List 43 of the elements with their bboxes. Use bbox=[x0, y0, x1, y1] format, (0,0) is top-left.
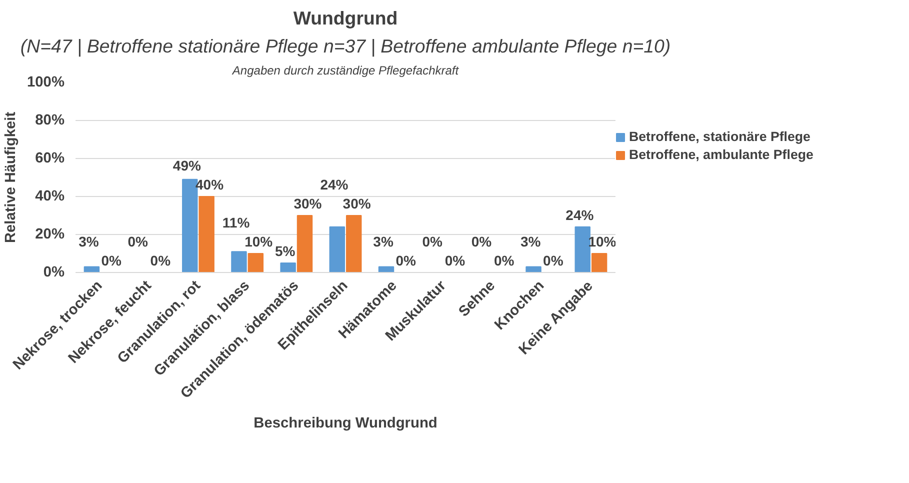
data-label: 10% bbox=[244, 234, 274, 250]
data-label: 0% bbox=[494, 252, 515, 269]
y-tick-label: 0% bbox=[43, 264, 65, 280]
bar bbox=[329, 226, 346, 272]
bar bbox=[574, 226, 590, 272]
y-tick-label: 100% bbox=[27, 74, 65, 90]
data-label: 30% bbox=[294, 196, 322, 212]
legend-label: Betroffene, stationäre Pflege bbox=[629, 129, 810, 144]
y-tick-label: 60% bbox=[35, 150, 65, 166]
x-axis-title: Beschreibung Wundgrund bbox=[254, 416, 438, 432]
bar bbox=[296, 215, 313, 272]
data-label: 5% bbox=[275, 243, 296, 260]
bar bbox=[280, 262, 296, 272]
y-tick-label: 20% bbox=[35, 226, 65, 242]
data-label: 11% bbox=[222, 214, 250, 231]
data-label: 0% bbox=[543, 252, 564, 269]
data-label: 0% bbox=[101, 252, 122, 269]
data-label: 24% bbox=[566, 207, 594, 224]
y-tick-label: 80% bbox=[35, 112, 65, 128]
y-axis-title: Relative Häufigkeit bbox=[3, 112, 20, 244]
data-label: 0% bbox=[396, 252, 417, 269]
bar bbox=[198, 196, 214, 272]
data-label: 0% bbox=[128, 234, 149, 250]
legend-label: Betroffene, ambulante Pflege bbox=[629, 147, 814, 162]
data-label: 3% bbox=[373, 234, 394, 250]
y-tick-label: 40% bbox=[35, 188, 65, 204]
bar bbox=[231, 251, 247, 272]
data-label: 3% bbox=[520, 234, 542, 250]
data-label: 0% bbox=[471, 234, 492, 250]
bar bbox=[526, 266, 542, 272]
chart-title: Wundgrund bbox=[293, 8, 398, 28]
bar bbox=[591, 253, 608, 272]
data-label: 30% bbox=[342, 196, 372, 212]
data-label: 0% bbox=[444, 252, 466, 269]
bar bbox=[248, 253, 264, 272]
data-label: 24% bbox=[320, 176, 349, 193]
data-label: 0% bbox=[150, 252, 172, 269]
data-label: 49% bbox=[172, 158, 202, 174]
text: Angaben durch zuständige Pflegefachkraft bbox=[231, 64, 460, 78]
bar bbox=[346, 215, 362, 272]
chart-subtitle: (N=47 | Betroffene stationäre Pflege n=37 | Betroffene ambulante Pflege n=10) bbox=[20, 36, 671, 58]
data-label: 0% bbox=[422, 234, 444, 250]
data-label: 3% bbox=[78, 234, 100, 250]
